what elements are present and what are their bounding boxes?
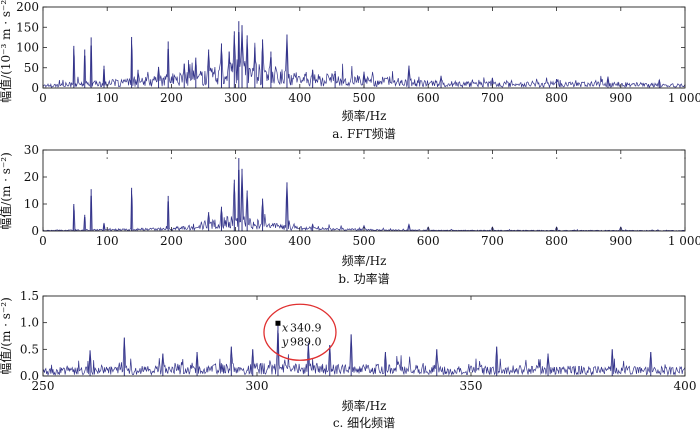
- x-tick-label: 700: [481, 91, 504, 105]
- y-tick-label: 0.0: [20, 369, 39, 383]
- datatip-x-label: x: [282, 321, 289, 334]
- panel-c-frame: [42, 295, 686, 377]
- y-tick-label: 10: [24, 197, 39, 211]
- datatip[interactable]: x 340.9 y 989.0: [263, 303, 337, 361]
- dot-marker: [363, 157, 365, 159]
- y-tick-label: 30: [24, 143, 39, 157]
- x-tick-label: 200: [160, 234, 183, 248]
- dot-marker: [556, 157, 558, 159]
- panel-c-yticks: 0.0 0.5 1.0 1.5: [20, 289, 685, 383]
- panel-a: 0 100 200 300 400 500 600 700 800 900 1 000 0 50 100…: [0, 0, 700, 141]
- dot-marker: [106, 157, 108, 159]
- panel-b-xticks: 0 100 200 300 400 500 600 700 800 900 1 000: [39, 150, 700, 248]
- y-tick-label: 0: [31, 81, 39, 95]
- panel-a-yticks: 0 50 100 150 200: [16, 0, 685, 95]
- x-tick-label: 200: [160, 91, 183, 105]
- panel-a-xlabel: 频率/Hz: [342, 108, 387, 123]
- x-tick-label: 800: [545, 91, 568, 105]
- x-tick-label: 600: [417, 91, 440, 105]
- datatip-marker: [275, 320, 281, 326]
- panel-a-xticks: 0 100 200 300 400 500 600 700 800 900 1 000: [39, 7, 700, 105]
- x-tick-label: 400: [674, 379, 697, 393]
- panel-b-xlabel: 频率/Hz: [342, 253, 387, 268]
- panel-c-ylabel: 幅值/(m · s⁻²): [0, 297, 13, 375]
- x-tick-label: 300: [224, 234, 247, 248]
- datatip-y-label: y: [281, 335, 289, 348]
- dot-marker: [299, 157, 301, 159]
- panel-a-series: [42, 21, 686, 89]
- x-tick-label: 1 000: [668, 91, 700, 105]
- y-tick-label: 0.5: [20, 342, 39, 356]
- panel-b-ylabel: 幅值/(m · s⁻²): [0, 152, 13, 230]
- y-tick-label: 0: [31, 224, 39, 238]
- dot-marker: [235, 157, 237, 159]
- dot-marker: [170, 157, 172, 159]
- y-tick-label: 150: [16, 20, 39, 34]
- panel-c-xlabel: 频率/Hz: [342, 398, 387, 413]
- x-tick-label: 0: [39, 91, 47, 105]
- y-tick-label: 200: [16, 0, 39, 14]
- datatip-circle: [263, 303, 337, 361]
- panel-b-frame: [42, 149, 686, 232]
- panel-b-series: [42, 157, 686, 233]
- panel-c: 250 300 350 400 0.0 0.5 1.0 1.5 幅值/(m · s⁻²) 频…: [0, 289, 696, 430]
- x-tick-label: 300: [224, 91, 247, 105]
- y-tick-label: 20: [24, 170, 39, 184]
- spectrum-line: [42, 168, 686, 233]
- dot-marker: [491, 157, 493, 159]
- panel-b: 0 100 200 300 400 500 600 700 800 900 1 000 0 10 20 3…: [0, 143, 700, 286]
- x-tick-label: 0: [39, 234, 47, 248]
- dot-marker: [620, 157, 622, 159]
- panel-c-series: [42, 323, 686, 377]
- x-tick-label: 1 000: [668, 234, 700, 248]
- x-tick-label: 100: [96, 91, 119, 105]
- spectrum-line: [42, 330, 686, 377]
- x-tick-label: 300: [246, 379, 269, 393]
- panel-a-caption: a. FFT频谱: [332, 127, 395, 141]
- x-tick-label: 250: [32, 379, 55, 393]
- x-tick-label: 900: [609, 91, 632, 105]
- x-tick-label: 700: [481, 234, 504, 248]
- x-tick-label: 350: [460, 379, 483, 393]
- panel-b-yticks: 0 10 20 30: [24, 143, 685, 238]
- datatip-x-value: 340.9: [290, 321, 322, 334]
- x-tick-label: 500: [353, 91, 376, 105]
- x-tick-label: 500: [353, 234, 376, 248]
- x-tick-label: 400: [288, 234, 311, 248]
- panel-a-ylabel: 幅值/(10⁻³ m · s⁻²): [0, 0, 13, 103]
- panel-c-caption: c. 细化频谱: [333, 416, 395, 430]
- y-tick-label: 100: [16, 41, 39, 55]
- y-tick-label: 50: [24, 61, 39, 75]
- panel-c-xticks: 250 300 350 400: [32, 296, 697, 393]
- x-tick-label: 600: [417, 234, 440, 248]
- x-tick-label: 900: [609, 234, 632, 248]
- y-tick-label: 1.0: [20, 316, 39, 330]
- panel-b-caption: b. 功率谱: [338, 271, 389, 286]
- y-tick-label: 1.5: [20, 289, 39, 303]
- x-tick-label: 800: [545, 234, 568, 248]
- dot-marker: [427, 157, 429, 159]
- datatip-y-value: 989.0: [290, 335, 322, 348]
- x-tick-label: 100: [96, 234, 119, 248]
- x-tick-label: 400: [288, 91, 311, 105]
